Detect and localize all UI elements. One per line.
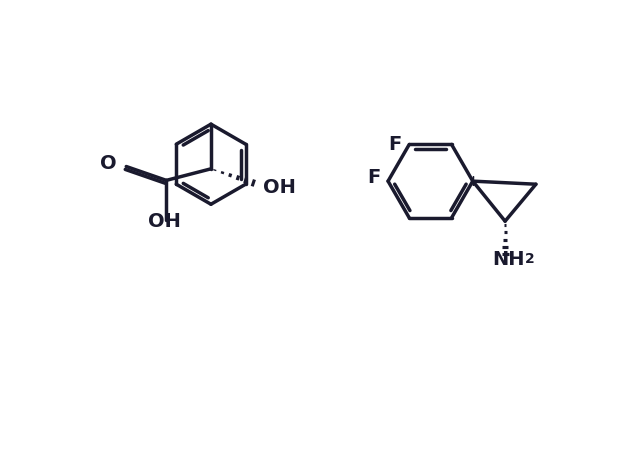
- Text: 2: 2: [525, 252, 535, 266]
- Text: NH: NH: [492, 250, 524, 269]
- Text: OH: OH: [148, 212, 181, 231]
- Polygon shape: [473, 177, 474, 186]
- Text: F: F: [367, 168, 380, 187]
- Text: OH: OH: [263, 178, 296, 197]
- Text: O: O: [100, 154, 117, 173]
- Text: F: F: [388, 135, 401, 154]
